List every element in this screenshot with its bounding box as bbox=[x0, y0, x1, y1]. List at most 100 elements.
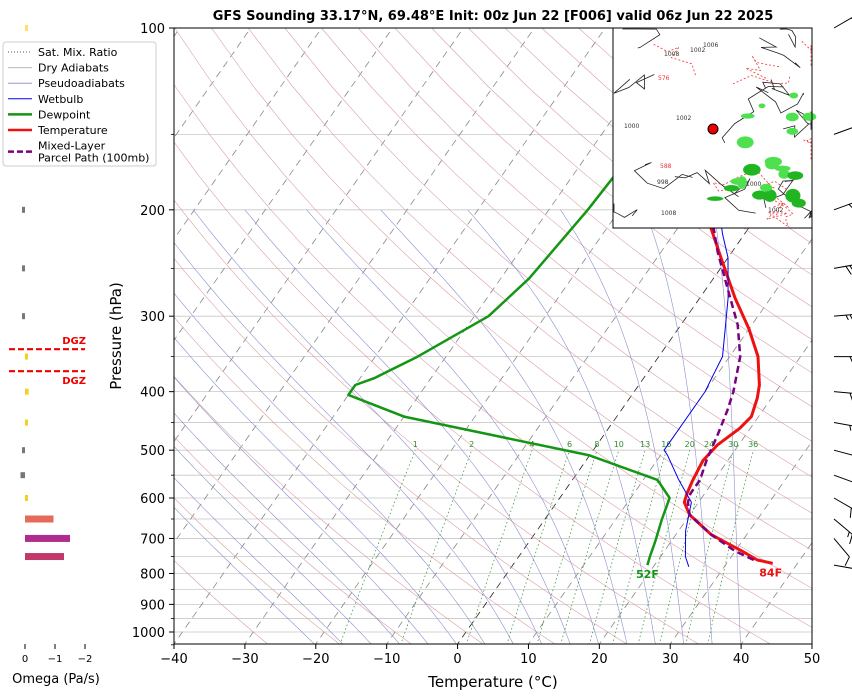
omega-bar bbox=[22, 447, 25, 453]
omega-tick-label: −2 bbox=[78, 654, 93, 665]
legend-label: Temperature bbox=[37, 124, 108, 137]
pseudoadiabat bbox=[245, 210, 571, 645]
x-tick-label: 30 bbox=[662, 652, 679, 667]
map-isobar-label: 1006 bbox=[703, 42, 718, 49]
barb-staff bbox=[834, 126, 852, 134]
map-isobar-label: 998 bbox=[657, 179, 669, 186]
pseudoadiabat bbox=[468, 210, 656, 645]
barb-staff bbox=[834, 16, 852, 28]
map-isobar-label: 1000 bbox=[746, 181, 761, 188]
y-tick-label: 400 bbox=[140, 386, 165, 401]
map-precip bbox=[787, 128, 799, 135]
wind-barb bbox=[834, 125, 852, 143]
barb-staff bbox=[834, 538, 849, 556]
x-tick-label: −10 bbox=[373, 652, 400, 667]
y-tick-label: 900 bbox=[140, 598, 165, 613]
pseudoadiabat bbox=[50, 210, 429, 645]
map-precip bbox=[707, 196, 723, 200]
wind-barb bbox=[832, 423, 852, 437]
pseudoadiabat bbox=[0, 210, 344, 645]
map-precip bbox=[786, 113, 799, 122]
omega-tick-label: 0 bbox=[22, 654, 28, 665]
omega-bar bbox=[25, 495, 28, 501]
map-location-marker bbox=[708, 124, 718, 134]
barb-staff bbox=[834, 314, 852, 316]
barb-staff bbox=[834, 423, 852, 427]
map-isobar-label: 1002 bbox=[676, 115, 691, 122]
barb-staff bbox=[834, 264, 852, 268]
pseudoadiabat bbox=[381, 210, 627, 645]
wind-barb bbox=[834, 263, 852, 277]
x-tick-label: −20 bbox=[302, 652, 329, 667]
pseudoadiabat bbox=[24, 210, 401, 645]
wind-barb bbox=[834, 14, 852, 36]
x-axis-label: Temperature (°C) bbox=[427, 673, 557, 691]
isotherm-line bbox=[165, 0, 625, 657]
omega-bar bbox=[21, 472, 26, 478]
mixing-ratio-label: 10 bbox=[614, 440, 624, 449]
wind-barb bbox=[832, 565, 852, 579]
chart-title: GFS Sounding 33.17°N, 69.48°E Init: 00z … bbox=[213, 9, 774, 24]
mixing-ratio-label: 36 bbox=[748, 440, 758, 449]
dewpoint-surface-label: 52F bbox=[636, 568, 659, 581]
map-precip bbox=[785, 189, 800, 203]
omega-bar bbox=[25, 25, 28, 31]
omega-bar bbox=[25, 553, 64, 560]
isotherm-line bbox=[94, 0, 554, 657]
barb-half bbox=[849, 425, 852, 430]
omega-bar bbox=[25, 515, 54, 522]
y-tick-label: 700 bbox=[140, 532, 165, 547]
barb-staff bbox=[834, 202, 852, 210]
barb-staff bbox=[834, 498, 852, 510]
dgz-label: DGZ bbox=[62, 336, 86, 347]
omega-tick-label: −1 bbox=[48, 654, 63, 665]
mixing-ratio-label: 1 bbox=[413, 440, 418, 449]
mixing-ratio-line bbox=[401, 450, 472, 645]
mixing-ratio-label: 20 bbox=[685, 440, 695, 449]
mixing-ratio-label: 30 bbox=[728, 440, 738, 449]
mixing-ratio-label: 2 bbox=[469, 440, 474, 449]
wind-barbs bbox=[827, 14, 852, 579]
wind-barb bbox=[831, 475, 852, 493]
map-precip bbox=[743, 164, 761, 176]
y-axis-label: Pressure (hPa) bbox=[107, 282, 125, 390]
barb-flag bbox=[847, 534, 852, 543]
wind-barb bbox=[834, 314, 852, 325]
mixing-ratio-label: 6 bbox=[567, 440, 572, 449]
y-tick-label: 600 bbox=[140, 492, 165, 507]
y-tick-label: 800 bbox=[140, 567, 165, 582]
barb-staff bbox=[834, 565, 852, 569]
map-precip bbox=[765, 160, 779, 170]
map-precip bbox=[760, 184, 772, 192]
legend-label-2: Parcel Path (100mb) bbox=[38, 152, 149, 165]
legend-label: Sat. Mix. Ratio bbox=[38, 46, 118, 59]
x-tick-label: 0 bbox=[453, 652, 461, 667]
mixing-ratio-label: 13 bbox=[640, 440, 650, 449]
map-isobar-label: 1000 bbox=[624, 123, 639, 130]
dry-adiabat bbox=[65, 28, 700, 645]
map-precip bbox=[731, 178, 746, 185]
y-tick-label: 1000 bbox=[132, 626, 165, 641]
mixing-ratio-line bbox=[537, 450, 597, 645]
legend-label: Dry Adiabats bbox=[38, 62, 109, 75]
pseudoadiabat bbox=[112, 210, 485, 645]
mixing-ratio-label: 8 bbox=[594, 440, 599, 449]
omega-bar bbox=[25, 354, 28, 360]
wind-barb bbox=[834, 357, 852, 366]
barb-half bbox=[846, 315, 848, 320]
x-tick-label: −30 bbox=[231, 652, 258, 667]
temperature-surface-label: 84F bbox=[759, 566, 782, 579]
wind-barb bbox=[834, 200, 852, 218]
mixing-ratio-line bbox=[466, 450, 532, 645]
x-tick-label: 20 bbox=[591, 652, 608, 667]
map-precip bbox=[789, 93, 798, 99]
wind-barb bbox=[832, 450, 852, 466]
map-thickness-label: 576 bbox=[658, 75, 670, 82]
omega-bar bbox=[22, 265, 25, 271]
map-precip bbox=[724, 185, 739, 191]
wind-barb bbox=[828, 519, 852, 544]
map-precip bbox=[737, 136, 754, 148]
